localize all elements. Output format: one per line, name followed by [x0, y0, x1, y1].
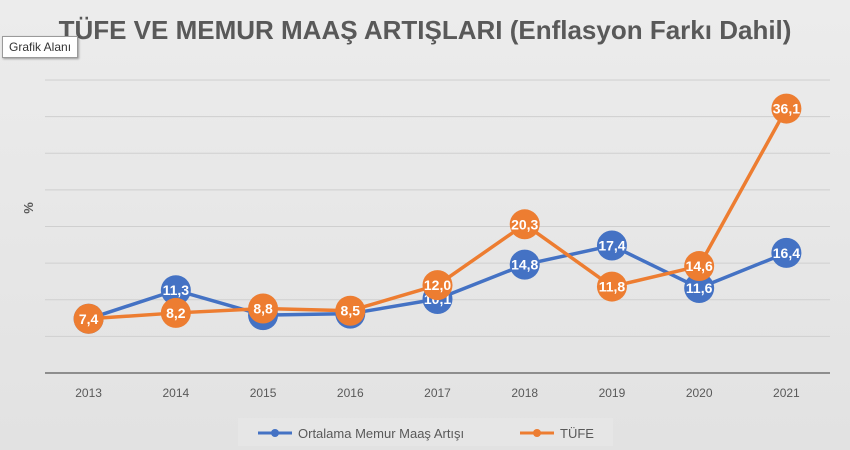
data-point [160, 275, 191, 306]
data-label: 11,6 [686, 280, 713, 296]
data-label: 36,1 [773, 101, 800, 117]
data-label: 20,3 [511, 216, 538, 232]
data-label: 7,4 [79, 311, 99, 327]
legend-marker [271, 429, 279, 437]
data-label: 16,4 [773, 245, 800, 261]
legend: Ortalama Memur Maaş Artışı TÜFE [238, 418, 613, 446]
data-point [73, 303, 104, 334]
data-label: 17,4 [598, 238, 625, 254]
data-label: 8,2 [166, 305, 186, 321]
data-point [684, 273, 715, 304]
data-point [596, 230, 627, 261]
legend-label: Ortalama Memur Maaş Artışı [298, 426, 464, 441]
x-tick-label: 2019 [599, 386, 626, 400]
data-label: 8,5 [341, 303, 361, 319]
x-axis-ticks: 2013 2014 2015 2016 2017 2018 2019 2020 2021 [75, 386, 800, 400]
data-point [509, 249, 540, 280]
data-point [160, 297, 191, 328]
series-group: 7,411,37,98,110,114,817,411,616,47,48,28… [73, 93, 802, 334]
data-label: 8,8 [253, 301, 273, 317]
data-label: 14,6 [686, 258, 713, 274]
x-tick-label: 2020 [686, 386, 713, 400]
y-axis-label: % [21, 202, 36, 214]
legend-label: TÜFE [560, 426, 594, 441]
data-label: 12,0 [424, 277, 451, 293]
data-point [248, 293, 279, 324]
data-point [509, 209, 540, 240]
series-2: 7,4 8,2 8,8 8,5 12,0 20,3 11,8 14,6 36,1 [73, 93, 802, 334]
data-point [422, 270, 453, 301]
data-point [771, 93, 802, 124]
legend-marker [533, 429, 541, 437]
x-tick-label: 2018 [511, 386, 538, 400]
x-tick-label: 2015 [250, 386, 277, 400]
x-tick-label: 2021 [773, 386, 800, 400]
x-tick-label: 2013 [75, 386, 102, 400]
chart-area-tooltip: Grafik Alanı [2, 36, 79, 58]
data-point [684, 251, 715, 282]
data-label: 11,3 [163, 282, 190, 298]
x-tick-label: 2016 [337, 386, 364, 400]
x-tick-label: 2017 [424, 386, 451, 400]
data-label: 11,8 [599, 279, 626, 295]
chart-title: TÜFE VE MEMUR MAAŞ ARTIŞLARI (Enflasyon … [58, 15, 792, 45]
gridlines [45, 79, 830, 374]
data-point [335, 295, 366, 326]
data-label: 14,8 [511, 257, 538, 273]
data-point [596, 271, 627, 302]
data-point [771, 237, 802, 268]
x-tick-label: 2014 [162, 386, 189, 400]
